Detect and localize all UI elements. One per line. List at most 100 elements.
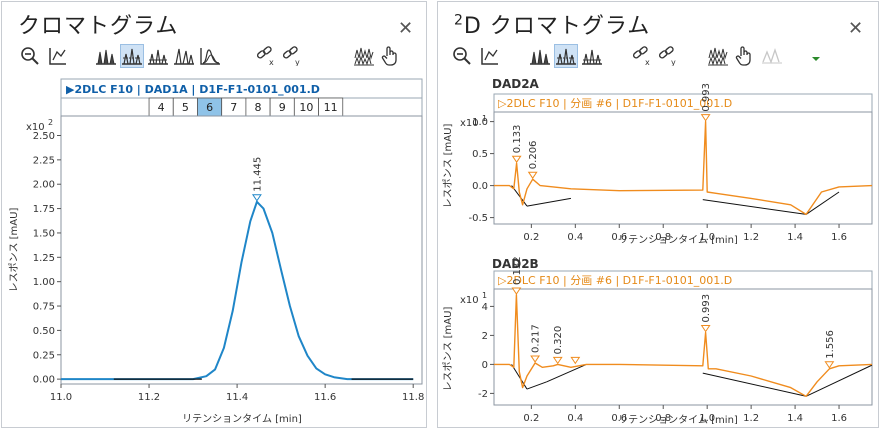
y-multiplier: x10 — [460, 295, 479, 306]
signal-label: ▷2DLC F10 | 分画 #6 | D1F-F1-0101_001.D — [498, 97, 732, 110]
plot-area — [60, 115, 423, 385]
peak-label: 0.993 — [701, 294, 712, 323]
dad2a-chart[interactable]: DAD2A ▷2DLC F10 | 分画 #6 | D1F-F1-0101_00… — [438, 74, 878, 244]
unlink-x-icon[interactable]: x — [254, 44, 278, 68]
x-tick-label: 1.2 — [743, 232, 759, 243]
peak-baseline — [702, 199, 807, 215]
peak-baseline — [546, 363, 587, 383]
peak-fill-3-icon[interactable] — [146, 44, 170, 68]
close-icon[interactable]: ✕ — [848, 18, 864, 39]
peak-baseline — [526, 197, 572, 207]
peak-label: 0.993 — [701, 83, 712, 112]
peak-label: 0.320 — [553, 326, 564, 355]
close-icon[interactable]: ✕ — [398, 18, 414, 39]
chromatogram-chart[interactable]: ▶2DLC F10 | DAD1A | D1F-F1-0101_001.D 4 5… — [2, 76, 426, 426]
unlink-x-icon[interactable]: x — [630, 44, 654, 68]
unlink-y-icon[interactable]: y — [280, 44, 304, 68]
x-tick-label: 0.6 — [611, 232, 627, 243]
x-tick-label: 0.6 — [611, 413, 627, 424]
fraction-number: 10 — [299, 101, 313, 114]
y-multiplier: x10 — [460, 118, 479, 129]
axis-link-icon[interactable] — [478, 44, 502, 68]
stacked-chart-icon[interactable] — [706, 44, 730, 68]
dad2b-chart[interactable]: DAD2B ▷2DLC F10 | 分画 #6 | D1F-F1-0101_00… — [438, 254, 878, 424]
y-tick-label: -0.5 — [468, 213, 488, 224]
y-multiplier-exp: 1 — [482, 114, 487, 123]
x-tick-label: 1.2 — [743, 413, 759, 424]
y-tick-label: 1.25 — [33, 253, 55, 264]
peak-fill-1-icon[interactable] — [528, 44, 552, 68]
zoom-out-icon[interactable] — [18, 44, 42, 68]
unlink-y-icon[interactable]: y — [656, 44, 680, 68]
y-multiplier-exp: 1 — [482, 291, 487, 300]
y-tick-label: 0.25 — [33, 350, 55, 361]
dropdown-arrow-icon[interactable] — [804, 44, 828, 68]
title-superscript: 2 — [454, 12, 464, 29]
x-tick-label: 0.8 — [655, 232, 671, 243]
x-tick-label: 0.8 — [655, 413, 671, 424]
peak-fill-2-icon[interactable] — [120, 44, 144, 68]
y-tick-label: 1.75 — [33, 204, 55, 215]
peak-fill-3-icon[interactable] — [580, 44, 604, 68]
peak-marker[interactable] — [570, 356, 581, 365]
y-multiplier-exp: 2 — [48, 118, 53, 127]
peak-marker[interactable] — [700, 325, 711, 333]
peak-fill-4-icon[interactable] — [172, 44, 196, 68]
section-label: DAD2B — [492, 257, 539, 271]
peak-fill-2-icon[interactable] — [554, 44, 578, 68]
y-axis-label: レスポンス [mAU] — [442, 124, 454, 209]
title-text: D クロマトグラム — [463, 14, 651, 39]
y-tick-label: 2 — [482, 331, 488, 342]
fraction-number: 8 — [255, 101, 262, 114]
y-tick-label: 0.0 — [472, 181, 488, 192]
axis-link-icon[interactable] — [46, 44, 70, 68]
peak-baseline — [526, 381, 547, 390]
fraction-number: 9 — [279, 101, 286, 114]
x-tick-label: 1.6 — [831, 232, 847, 243]
fraction-number: 5 — [182, 101, 189, 114]
plot-area — [493, 111, 873, 225]
series-line — [494, 120, 873, 216]
fraction-number: 4 — [158, 101, 165, 114]
y-tick-label: 2.25 — [33, 155, 55, 166]
y-tick-label: -2 — [478, 389, 488, 400]
svg-text:y: y — [295, 58, 300, 66]
peak-marker[interactable] — [552, 356, 563, 365]
peak-baseline — [511, 364, 528, 390]
y-tick-label: 1.50 — [33, 228, 55, 239]
x-tick-label: 11.4 — [226, 392, 248, 403]
panel-title: クロマトグラム — [18, 14, 179, 39]
peak-label: 11.445 — [252, 157, 263, 192]
y-tick-label: 0.00 — [33, 375, 55, 386]
peak-marker[interactable] — [527, 171, 538, 180]
peak-marker[interactable] — [824, 361, 835, 369]
x-axis-label: リテンションタイム [min] — [618, 414, 738, 424]
x-axis-label: リテンションタイム [min] — [618, 234, 738, 244]
peak-fill-5-icon[interactable] — [198, 44, 222, 68]
hand-icon[interactable] — [732, 44, 756, 68]
x-tick-label: 11.8 — [402, 392, 424, 403]
peak-marker[interactable] — [511, 287, 522, 295]
x-tick-label: 0.2 — [523, 413, 539, 424]
peak-marker[interactable] — [700, 114, 711, 122]
zoom-out-icon[interactable] — [450, 44, 474, 68]
y-tick-label: 0 — [482, 360, 488, 371]
peak-marker[interactable] — [511, 155, 522, 164]
peak-baseline — [805, 364, 873, 397]
section-label: DAD2A — [492, 77, 540, 91]
peak-fill-1-icon[interactable] — [94, 44, 118, 68]
x-tick-label: 1.6 — [831, 413, 847, 424]
y-tick-label: 4 — [482, 302, 488, 313]
x-tick-label: 0.4 — [567, 413, 583, 424]
x-tick-label: 11.6 — [314, 392, 336, 403]
peak-disabled-icon — [760, 44, 784, 68]
chromatogram-panel: クロマトグラム ✕ x y ▶2DLC F10 | DAD1A | D1F-F1… — [1, 1, 427, 428]
series-line — [61, 200, 414, 381]
x-tick-label: 0.4 — [567, 232, 583, 243]
hand-icon[interactable] — [378, 44, 402, 68]
peak-marker[interactable] — [530, 355, 541, 363]
stacked-chart-icon[interactable] — [352, 44, 376, 68]
x-tick-label: 1.4 — [787, 232, 803, 243]
x-tick-label: 11.0 — [50, 392, 72, 403]
peak-marker[interactable] — [251, 194, 262, 202]
